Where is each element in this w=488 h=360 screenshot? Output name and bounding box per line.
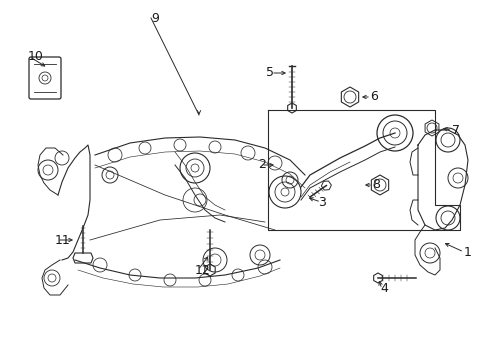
Text: 4: 4 <box>379 282 387 294</box>
Text: 12: 12 <box>195 264 210 276</box>
Text: 6: 6 <box>369 90 377 104</box>
Text: 7: 7 <box>451 123 459 136</box>
Text: 9: 9 <box>151 12 159 24</box>
Text: 3: 3 <box>317 195 325 208</box>
Text: 2: 2 <box>258 158 265 171</box>
Text: 8: 8 <box>371 179 379 192</box>
Text: 5: 5 <box>265 67 273 80</box>
Text: 10: 10 <box>28 50 44 63</box>
Text: 11: 11 <box>55 234 71 247</box>
Text: 1: 1 <box>463 246 471 258</box>
